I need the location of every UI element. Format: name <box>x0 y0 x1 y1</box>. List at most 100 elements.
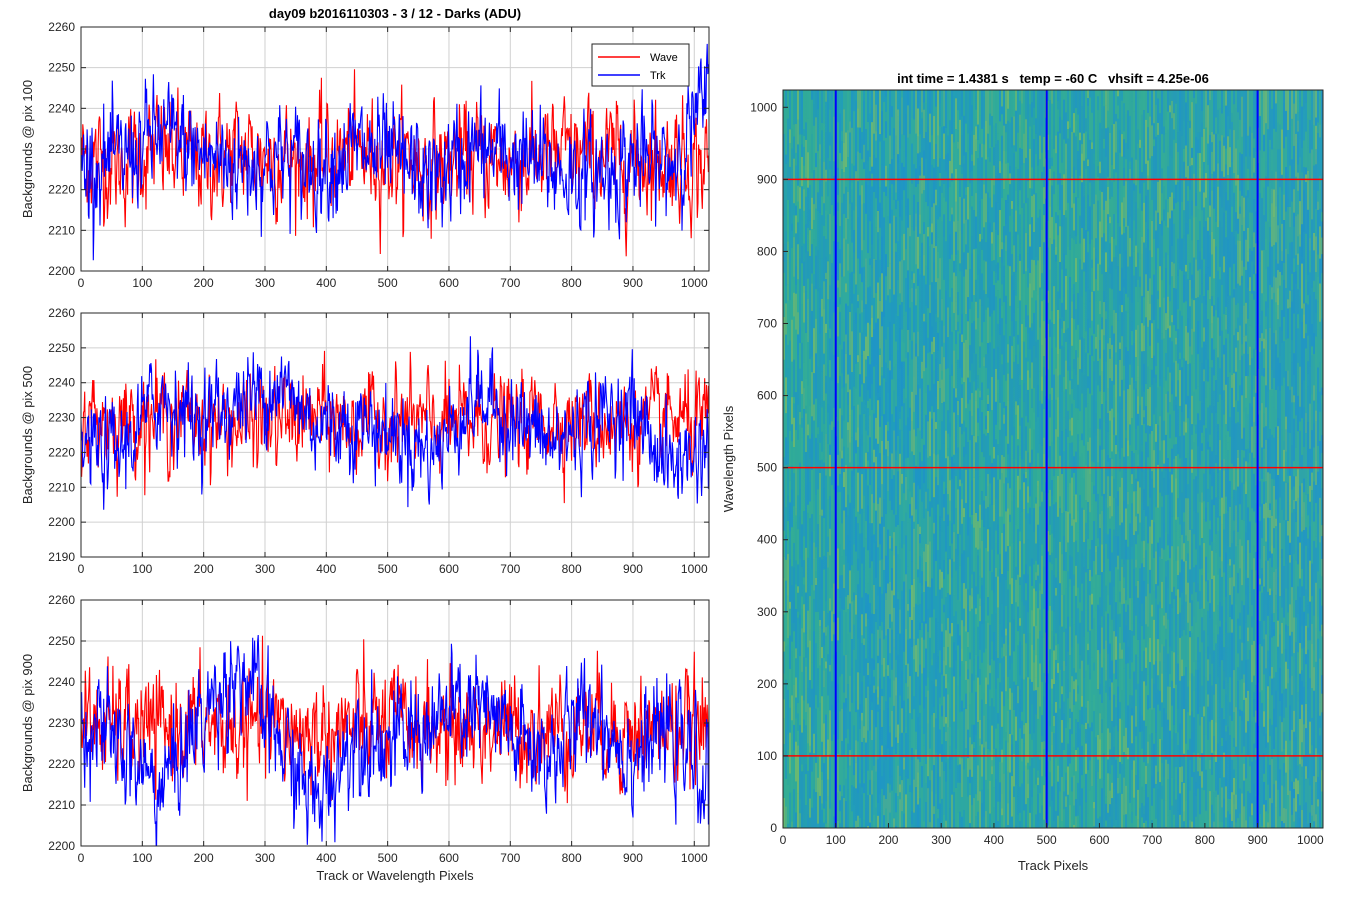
x-tick-label: 100 <box>132 562 152 576</box>
x-tick-label: 600 <box>439 562 459 576</box>
chart-title: day09 b2016110303 - 3 / 12 - Darks (ADU) <box>269 6 521 21</box>
y-tick-label: 500 <box>757 461 777 475</box>
x-tick-label: 800 <box>562 276 582 290</box>
y-tick-label: 2230 <box>48 411 75 425</box>
y-tick-label: 1000 <box>750 100 777 114</box>
legend-label-trk: Trk <box>650 70 666 82</box>
y-tick-label: 2220 <box>48 757 75 771</box>
y-axis-label: Backgrounds @ pix 900 <box>20 654 35 792</box>
x-tick-label: 100 <box>132 276 152 290</box>
x-tick-label: 0 <box>780 833 787 847</box>
x-tick-label: 200 <box>194 851 214 865</box>
x-tick-label: 900 <box>623 562 643 576</box>
y-tick-label: 2220 <box>48 183 75 197</box>
x-tick-label: 200 <box>878 833 898 847</box>
legend: Wave Trk <box>591 43 690 87</box>
y-tick-label: 2200 <box>48 515 75 529</box>
y-tick-label: 600 <box>757 389 777 403</box>
y-tick-label: 2250 <box>48 634 75 648</box>
x-tick-label: 400 <box>316 562 336 576</box>
series-line-trk <box>81 336 709 510</box>
x-tick-label: 400 <box>984 833 1004 847</box>
series-line-trk <box>81 43 709 261</box>
y-tick-label: 2220 <box>48 445 75 459</box>
y-tick-label: 800 <box>757 244 777 258</box>
x-tick-label: 0 <box>78 562 85 576</box>
x-tick-label: 1000 <box>681 851 708 865</box>
x-tick-label: 500 <box>378 562 398 576</box>
y-tick-label: 2250 <box>48 341 75 355</box>
x-tick-label: 900 <box>623 851 643 865</box>
x-tick-label: 800 <box>1195 833 1215 847</box>
x-tick-label: 300 <box>255 851 275 865</box>
x-tick-label: 600 <box>1089 833 1109 847</box>
y-tick-label: 700 <box>757 317 777 331</box>
heatmap-panel: 0 100 200 300 400 500 600 700 800 900 1000 0 100 200 3… <box>721 71 1324 873</box>
y-tick-label: 2230 <box>48 716 75 730</box>
x-tick-label: 700 <box>500 276 520 290</box>
y-axis-label: Backgrounds @ pix 100 <box>20 80 35 218</box>
x-tick-label: 300 <box>931 833 951 847</box>
x-tick-label: 700 <box>500 562 520 576</box>
y-tick-label: 2260 <box>48 20 75 34</box>
legend-label-wave: Wave <box>650 52 678 64</box>
y-tick-label: 400 <box>757 533 777 547</box>
x-tick-label: 300 <box>255 276 275 290</box>
y-tick-label: 2210 <box>48 480 75 494</box>
x-tick-label: 900 <box>623 276 643 290</box>
heatmap-title: int time = 1.4381 s temp = -60 C vhsift … <box>897 71 1209 86</box>
y-axis-label: Wavelength Pixels <box>721 405 736 512</box>
x-tick-label: 700 <box>1142 833 1162 847</box>
x-tick-label: 600 <box>439 276 459 290</box>
y-tick-label: 2240 <box>48 101 75 115</box>
x-tick-label: 1000 <box>1297 833 1324 847</box>
x-tick-label: 0 <box>78 276 85 290</box>
y-tick-label: 2240 <box>48 376 75 390</box>
line-panel-2: 0 100 200 300 400 500 600 700 800 900 1000 2190 2200… <box>20 306 710 576</box>
x-tick-label: 800 <box>562 562 582 576</box>
y-tick-label: 2190 <box>48 550 75 564</box>
x-tick-label: 300 <box>255 562 275 576</box>
x-tick-label: 700 <box>500 851 520 865</box>
x-tick-label: 200 <box>194 276 214 290</box>
y-axis-label: Backgrounds @ pix 500 <box>20 366 35 504</box>
axes-frame <box>80 312 710 558</box>
y-tick-label: 0 <box>770 821 777 835</box>
x-tick-label: 1000 <box>681 562 708 576</box>
y-tick-label: 2240 <box>48 675 75 689</box>
axes-frame <box>782 89 1324 829</box>
y-tick-label: 100 <box>757 749 777 763</box>
x-tick-label: 1000 <box>681 276 708 290</box>
x-axis-label: Track or Wavelength Pixels <box>316 868 474 883</box>
y-tick-label: 2230 <box>48 142 75 156</box>
line-panel-1: 0 100 200 300 400 500 600 700 800 900 1000 2200 2210… <box>20 6 710 290</box>
y-tick-label: 2210 <box>48 798 75 812</box>
y-tick-label: 2250 <box>48 61 75 75</box>
y-tick-label: 2260 <box>48 306 75 320</box>
x-tick-label: 900 <box>1248 833 1268 847</box>
x-tick-label: 500 <box>1037 833 1057 847</box>
y-tick-label: 300 <box>757 605 777 619</box>
x-tick-label: 600 <box>439 851 459 865</box>
x-tick-label: 400 <box>316 276 336 290</box>
heatmap-texture <box>783 90 1323 828</box>
x-tick-label: 400 <box>316 851 336 865</box>
x-tick-label: 500 <box>378 851 398 865</box>
x-tick-label: 500 <box>378 276 398 290</box>
y-tick-label: 2210 <box>48 223 75 237</box>
y-tick-label: 2260 <box>48 593 75 607</box>
line-panel-3: 0 100 200 300 400 500 600 700 800 900 1000 2200 2210… <box>20 593 710 883</box>
legend-box <box>591 43 690 87</box>
x-tick-label: 200 <box>194 562 214 576</box>
x-tick-label: 100 <box>826 833 846 847</box>
x-tick-label: 800 <box>562 851 582 865</box>
y-tick-label: 2200 <box>48 264 75 278</box>
y-tick-label: 900 <box>757 172 777 186</box>
x-axis-label: Track Pixels <box>1018 858 1089 873</box>
y-tick-label: 2200 <box>48 839 75 853</box>
x-tick-label: 0 <box>78 851 85 865</box>
x-tick-label: 100 <box>132 851 152 865</box>
y-tick-label: 200 <box>757 677 777 691</box>
series-line-trk <box>81 634 709 846</box>
